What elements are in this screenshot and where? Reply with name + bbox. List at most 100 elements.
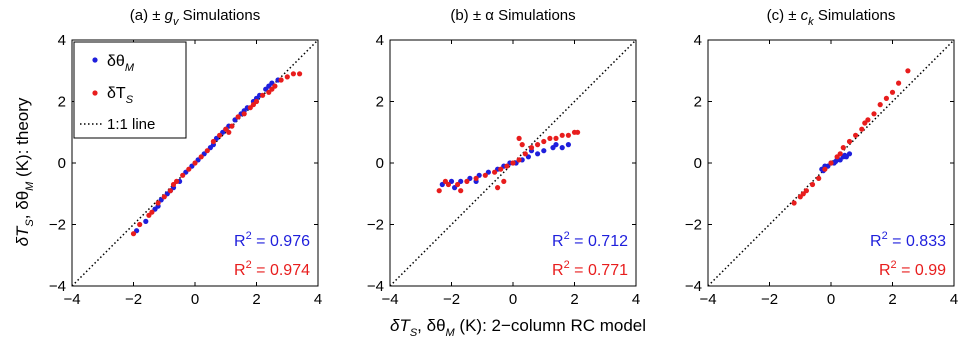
y-tick-label: 0 <box>694 155 702 172</box>
legend: δθM δTS 1:1 line <box>73 41 187 139</box>
r2-superscript: 2 <box>564 259 570 271</box>
data-point-red <box>889 89 896 95</box>
data-point-red <box>905 68 911 74</box>
r2-label: R <box>234 262 246 279</box>
r2-annotation-blue: R2 = 0.976 <box>234 230 310 250</box>
data-point-red <box>473 175 479 181</box>
data-point-red <box>528 145 535 151</box>
y-tick-label: −4 <box>367 278 384 295</box>
r2-value: = 0.833 <box>888 233 946 250</box>
y-tick-label: 2 <box>376 94 384 111</box>
y-tick-label: −2 <box>685 217 702 234</box>
data-point-red <box>455 181 461 188</box>
r2-annotation-red: R2 = 0.99 <box>879 259 946 279</box>
x-tick-label: 2 <box>252 291 260 308</box>
r2-value: = 0.771 <box>570 262 628 279</box>
data-point-red <box>226 129 232 135</box>
x-tick-label: −2 <box>125 291 142 308</box>
data-point-red <box>186 166 192 172</box>
data-point-red <box>210 138 216 145</box>
x-tick-label: 0 <box>191 291 199 308</box>
x-tick-label: 4 <box>632 291 640 308</box>
data-point-red <box>510 160 516 166</box>
data-point-red <box>504 163 510 169</box>
y-tick-label: −2 <box>367 217 384 234</box>
data-point-red <box>565 132 572 138</box>
data-point-red <box>846 138 853 145</box>
r2-value: = 0.99 <box>897 262 946 279</box>
panel-title: (a) ± gv Simulations <box>130 7 260 28</box>
y-tick-label: −4 <box>49 278 66 295</box>
data-point-red <box>828 160 834 166</box>
data-point-red <box>130 231 137 237</box>
legend-marker-red <box>92 90 98 96</box>
panel-title-suffix: Simulations <box>179 7 261 24</box>
x-tick-label: 4 <box>314 291 322 308</box>
data-point-red <box>535 142 541 148</box>
data-point-red <box>859 126 865 132</box>
data-point-red <box>290 71 296 77</box>
data-point-red <box>822 166 828 172</box>
y-tick-label: 0 <box>58 155 66 172</box>
data-point-red <box>519 142 525 148</box>
shared-ylabel: δTS, δθM (K): theory <box>13 97 36 246</box>
y-tick-label: 2 <box>58 94 66 111</box>
data-point-red <box>235 114 241 120</box>
r2-value: = 0.974 <box>252 262 310 279</box>
r2-superscript: 2 <box>891 259 897 271</box>
data-point-red <box>436 188 442 194</box>
data-point-blue <box>541 148 547 154</box>
data-point-red <box>837 151 843 157</box>
data-point-red <box>161 194 167 200</box>
data-point-red <box>816 175 822 181</box>
y-tick-label: 4 <box>58 32 66 49</box>
x-tick-label: 4 <box>950 291 958 308</box>
data-point-red <box>871 111 877 117</box>
y-tick-label: −4 <box>685 278 702 295</box>
data-point-red <box>442 178 448 184</box>
data-point-red <box>482 172 488 178</box>
x-tick-label: 2 <box>888 291 896 308</box>
data-point-red <box>541 138 547 145</box>
data-point-red <box>516 157 522 163</box>
x-tick-label: 0 <box>827 291 835 308</box>
data-point-red <box>800 191 806 197</box>
r2-superscript: 2 <box>246 259 252 271</box>
panel-title-subscript: k <box>808 16 814 28</box>
x-tick-label: −2 <box>443 291 460 308</box>
r2-annotation-blue: R2 = 0.712 <box>552 230 628 250</box>
shared-xlabel: δTS, δθM (K): 2−column RC model <box>390 316 646 339</box>
data-point-red <box>297 71 303 77</box>
data-point-red <box>498 166 504 172</box>
data-point-red <box>495 185 501 191</box>
panel-title: (b) ± α Simulations <box>450 7 575 24</box>
data-point-red <box>284 74 290 80</box>
legend-label-dtheta: δθM <box>107 53 135 74</box>
r2-value: = 0.976 <box>252 233 310 250</box>
y-tick-label: 2 <box>694 94 702 111</box>
panel-title-suffix: Simulations <box>814 7 896 24</box>
y-tick-label: 4 <box>694 32 702 49</box>
r2-label: R <box>870 233 882 250</box>
data-point-blue <box>833 158 839 165</box>
r2-label: R <box>552 262 564 279</box>
panel-title-subscript: v <box>173 16 180 28</box>
data-point-blue <box>565 142 572 148</box>
x-tick-label: −4 <box>63 291 80 308</box>
r2-annotation-red: R2 = 0.974 <box>234 259 310 279</box>
y-tick-label: 0 <box>376 155 384 172</box>
data-point-red <box>167 188 173 194</box>
r2-label: R <box>879 262 891 279</box>
panel-title-suffix: Simulations <box>498 7 576 24</box>
data-point-red <box>170 181 177 188</box>
panel-title-prefix: (c) ± <box>767 7 801 24</box>
r2-superscript: 2 <box>882 230 888 242</box>
legend-marker-blue <box>92 57 98 63</box>
data-point-blue <box>846 151 853 157</box>
data-point-red <box>877 102 883 108</box>
